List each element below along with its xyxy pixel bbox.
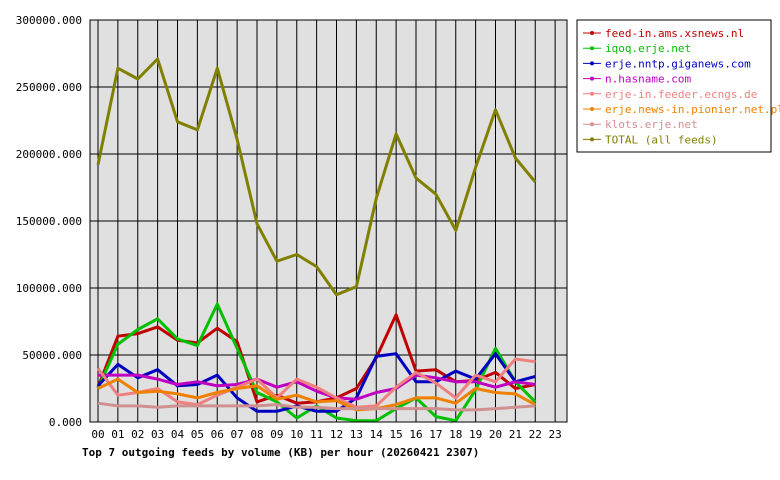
legend-swatch-marker — [590, 61, 594, 66]
x-tick-label: 12 — [330, 428, 343, 441]
x-tick-label: 02 — [131, 428, 144, 441]
legend-swatch-marker — [590, 122, 594, 127]
x-tick-label: 15 — [390, 428, 403, 441]
y-tick-label: 250000.000 — [16, 81, 82, 94]
series-line — [98, 373, 536, 401]
legend-label: n.hasname.com — [605, 73, 691, 86]
y-tick-label: 50000.000 — [22, 349, 82, 362]
legend-swatch-marker — [590, 137, 594, 142]
plot-frame — [89, 19, 568, 423]
x-tick-label: 01 — [111, 428, 124, 441]
legend: feed-in.ams.xsnews.nl iqoq.erje.net erje.n… — [576, 19, 780, 153]
x-tick-label: 14 — [370, 428, 384, 441]
x-tick-label: 11 — [310, 428, 323, 441]
legend-box — [576, 19, 772, 153]
x-tick-label: 23 — [549, 428, 562, 441]
x-tick-label: 07 — [231, 428, 244, 441]
legend-label: feed-in.ams.xsnews.nl — [605, 27, 744, 40]
series-group — [96, 57, 537, 423]
x-tick-label: 04 — [171, 428, 185, 441]
x-tick-label: 03 — [151, 428, 164, 441]
series-line — [96, 57, 537, 297]
y-tick-label: 100000.000 — [16, 282, 82, 295]
x-tick-label: 16 — [409, 428, 422, 441]
legend-swatch-marker — [590, 46, 594, 51]
x-tick-label: 10 — [290, 428, 303, 441]
y-tick-label: 150000.000 — [16, 215, 82, 228]
grid — [90, 19, 567, 423]
legend-label: erje.news-in.pionier.net.pl — [605, 103, 780, 116]
legend-label: TOTAL (all feeds) — [605, 133, 718, 146]
x-tick-label: 18 — [449, 428, 462, 441]
legend-label: erje.nntp.giganews.com — [605, 57, 751, 70]
series-line — [97, 401, 536, 412]
y-tick-label: 200000.000 — [16, 148, 82, 161]
x-tick-label: 19 — [469, 428, 482, 441]
series-line — [96, 352, 536, 413]
x-tick-label: 08 — [250, 428, 263, 441]
chart-title: Top 7 outgoing feeds by volume (KB) per … — [82, 446, 479, 459]
x-tick-label: 05 — [191, 428, 204, 441]
x-tick-label: 00 — [91, 428, 104, 441]
legend-label: erje-in.feeder.ecngs.de — [605, 88, 757, 101]
series-line — [97, 377, 537, 412]
x-axis-ticks: 00 01 02 03 04 05 06 07 08 09 10 11 12 13 14 15 16 17 18 19… — [91, 428, 561, 441]
x-tick-label: 21 — [509, 428, 522, 441]
x-tick-label: 20 — [489, 428, 502, 441]
legend-swatch-marker — [590, 91, 594, 96]
series-line — [96, 357, 536, 409]
y-axis-ticks: 0.000 50000.000 100000.000 150000.000 200000… — [16, 14, 82, 429]
x-tick-label: 06 — [211, 428, 224, 441]
x-tick-label: 13 — [350, 428, 363, 441]
y-tick-label: 0.000 — [49, 416, 82, 429]
x-tick-label: 22 — [529, 428, 542, 441]
legend-label: klots.erje.net — [605, 118, 698, 131]
x-tick-label: 17 — [429, 428, 442, 441]
legend-swatch-marker — [590, 31, 594, 35]
legend-swatch-marker — [590, 76, 594, 81]
x-tick-label: 09 — [270, 428, 283, 441]
legend-swatch-marker — [590, 107, 594, 111]
legend-label: iqoq.erje.net — [605, 42, 691, 55]
y-tick-label: 300000.000 — [16, 14, 82, 27]
